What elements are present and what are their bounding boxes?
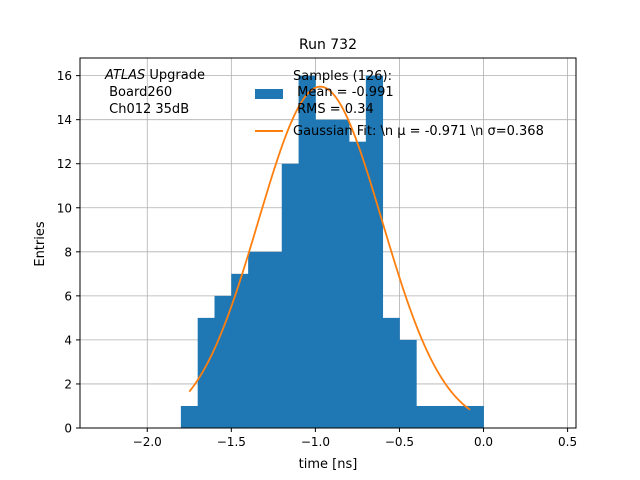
legend-histogram-line-3: RMS = 0.34 xyxy=(293,102,374,117)
x-tick-label: −0.5 xyxy=(385,435,414,449)
histogram-bar xyxy=(248,251,266,428)
histogram-bar xyxy=(433,405,451,428)
y-tick-label: 10 xyxy=(57,201,72,215)
histogram-bar xyxy=(382,317,400,428)
y-tick-label: 16 xyxy=(57,69,72,83)
histogram-bar xyxy=(466,405,484,428)
chart-title: Run 732 xyxy=(299,37,357,53)
y-tick-label: 8 xyxy=(64,245,72,259)
x-tick-label: −2.0 xyxy=(133,435,162,449)
histogram-bar xyxy=(399,339,417,428)
x-axis-ticks: −2.0 −1.5 −1.0 −0.5 0.0 0.5 xyxy=(133,428,577,449)
y-tick-label: 4 xyxy=(64,333,72,347)
x-axis-label: time [ns] xyxy=(299,457,358,472)
annotation-line-1: ATLAS Upgrade xyxy=(104,68,205,83)
histogram-bar xyxy=(180,405,199,428)
y-tick-label: 2 xyxy=(64,377,72,391)
legend-histogram-swatch xyxy=(255,89,283,99)
legend-histogram-line-1: Samples (126): xyxy=(293,69,392,84)
histogram-bar xyxy=(365,75,384,428)
annotation-line-2: Board260 xyxy=(105,85,172,100)
histogram-bars xyxy=(180,75,484,429)
y-tick-label: 0 xyxy=(64,422,72,436)
x-tick-label: −1.5 xyxy=(217,435,246,449)
histogram-bar xyxy=(315,119,333,429)
histogram-bar xyxy=(264,251,283,428)
y-axis-label: Entries xyxy=(33,221,48,267)
histogram-bar xyxy=(416,405,434,428)
plot-frame xyxy=(79,57,577,429)
upgrade-label: Upgrade xyxy=(145,68,205,83)
legend-histogram-line-2: Mean = -0.991 xyxy=(293,85,394,100)
histogram-bar xyxy=(214,295,232,428)
histogram-bar xyxy=(197,317,215,428)
annotation-line-3: Ch012 35dB xyxy=(105,102,189,117)
x-tick-label: −1.0 xyxy=(301,435,330,449)
atlas-label: ATLAS xyxy=(104,68,145,83)
histogram-bar xyxy=(449,405,468,428)
annotation-box: ATLAS Upgrade Board260 Ch012 35dB xyxy=(104,68,205,117)
y-axis-ticks: 0 2 4 6 8 10 12 14 16 xyxy=(57,69,80,436)
gaussian-fit-layer xyxy=(188,85,471,411)
histogram-bar xyxy=(298,75,316,428)
x-tick-label: 0.0 xyxy=(474,435,493,449)
histogram-bar xyxy=(349,141,367,428)
gaussian-fit-curve xyxy=(188,85,471,411)
histogram-bar xyxy=(231,273,249,428)
y-tick-label: 14 xyxy=(57,113,72,127)
x-tick-label: 0.5 xyxy=(558,435,577,449)
histogram-bar xyxy=(332,119,350,429)
legend-fit-label: Gaussian Fit: \n μ = -0.971 \n σ=0.368 xyxy=(293,124,544,139)
y-tick-label: 6 xyxy=(64,289,72,303)
histogram-bar xyxy=(281,163,299,428)
y-tick-label: 12 xyxy=(57,157,72,171)
legend: Samples (126): Mean = -0.991 RMS = 0.34 … xyxy=(255,69,544,139)
